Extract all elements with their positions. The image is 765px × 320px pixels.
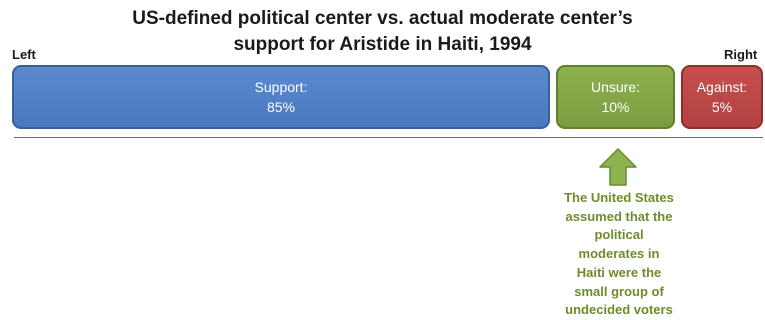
support-segment: Support: 85%: [12, 65, 550, 129]
axis-left-label: Left: [12, 47, 36, 62]
annotation-text: The United States assumed that the polit…: [540, 189, 698, 320]
diagram-title: US-defined political center vs. actual m…: [0, 6, 765, 58]
title-line-2: support for Aristide in Haiti, 1994: [233, 34, 532, 55]
annotation-line: The United States: [564, 190, 674, 205]
against-value: 5%: [711, 99, 733, 115]
unsure-segment: Unsure: 10%: [556, 65, 675, 129]
annotation-line: undecided voters: [565, 302, 673, 318]
unsure-label: Unsure:: [590, 79, 641, 95]
annotation-line: political: [594, 227, 644, 243]
axis-right-label: Right: [724, 47, 758, 62]
unsure-value: 10%: [601, 99, 630, 115]
annotation-line: assumed that the: [565, 208, 673, 224]
annotation-line: moderates in: [578, 246, 660, 262]
support-label: Support:: [254, 79, 308, 95]
support-value: 85%: [266, 99, 296, 115]
against-segment: Against: 5%: [681, 65, 763, 129]
annotation-line: small group of: [574, 283, 664, 299]
baseline-rule: [14, 137, 763, 138]
annotation-line: Haiti were the: [576, 264, 662, 280]
up-arrow-icon: [599, 148, 637, 186]
against-label: Against:: [696, 79, 748, 95]
title-line-1: US-defined political center vs. actual m…: [132, 8, 633, 29]
